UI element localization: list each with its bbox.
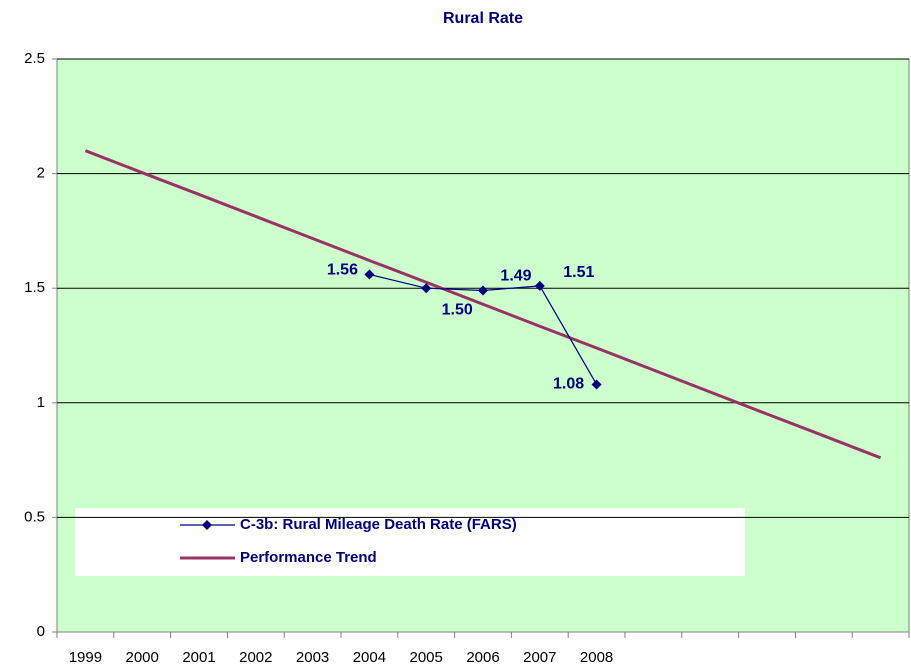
y-tick-label: 1	[37, 394, 45, 411]
x-tick-label: 2003	[296, 649, 329, 666]
data-label: 1.50	[442, 301, 473, 318]
x-tick-label: 2008	[580, 649, 613, 666]
y-tick-label: 0.5	[24, 508, 45, 525]
legend-label: Performance Trend	[240, 549, 377, 566]
x-tick-label: 2004	[353, 649, 386, 666]
y-tick-label: 0	[37, 623, 45, 640]
y-tick-label: 1.5	[24, 279, 45, 296]
data-point	[591, 379, 602, 390]
data-point	[478, 285, 488, 296]
y-tick-label: 2.5	[24, 50, 45, 67]
data-point	[421, 283, 432, 294]
legend-marker	[202, 520, 212, 530]
data-label: 1.51	[563, 264, 594, 281]
legend	[75, 508, 745, 576]
y-tick-label: 2	[37, 165, 45, 182]
series-line	[84, 149, 882, 460]
x-tick-label: 2000	[126, 649, 159, 666]
data-label: 1.08	[553, 376, 584, 393]
x-tick-label: 2005	[410, 649, 443, 666]
data-point	[534, 280, 545, 291]
x-tick-label: 2006	[466, 649, 499, 666]
data-label: 1.49	[500, 268, 531, 285]
chart-title: Rural Rate	[443, 10, 523, 27]
data-point	[364, 269, 375, 280]
x-tick-label: 1999	[69, 649, 102, 666]
x-tick-label: 2007	[523, 649, 556, 666]
x-tick-label: 2001	[182, 649, 215, 666]
legend-label: C-3b: Rural Mileage Death Rate (FARS)	[240, 516, 517, 533]
data-label: 1.56	[327, 262, 358, 279]
x-tick-label: 2002	[239, 649, 272, 666]
